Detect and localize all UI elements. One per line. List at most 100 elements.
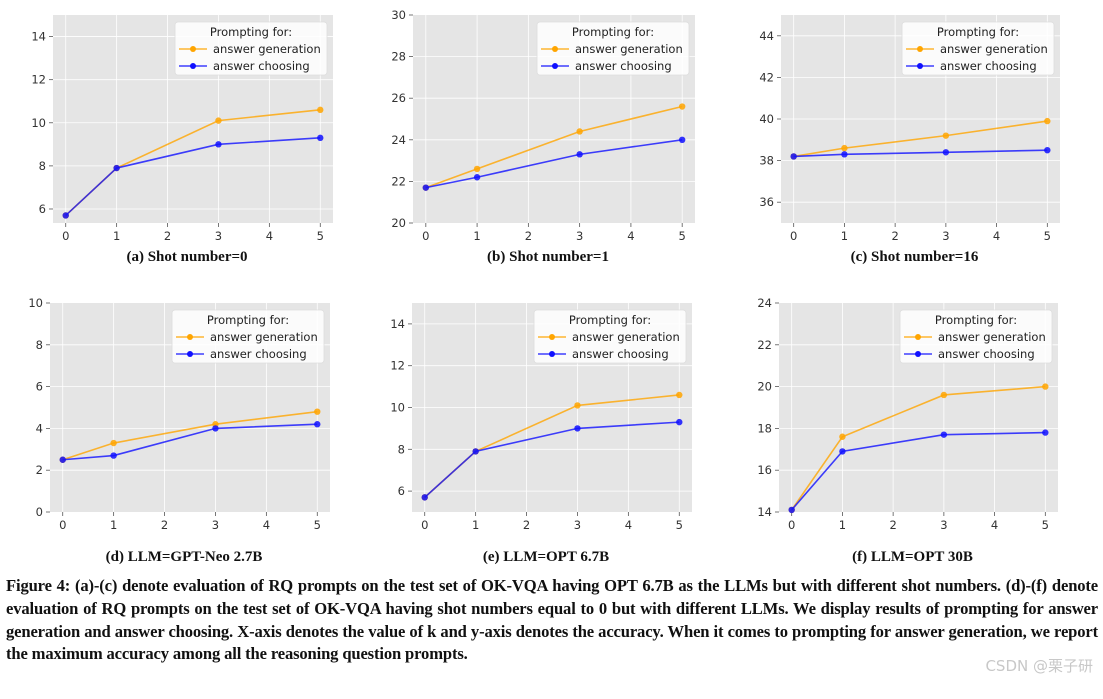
subcaption: (f) LLM=OPT 30B <box>852 549 973 565</box>
data-point <box>841 144 848 152</box>
subcaption: (e) LLM=OPT 6.7B <box>483 549 609 565</box>
ytick-label: 4 <box>36 421 43 435</box>
data-point <box>576 128 583 135</box>
data-point <box>62 212 69 219</box>
figure-caption: Figure 4: (a)-(c) denote evaluation of R… <box>6 575 1098 666</box>
ytick-label: 12 <box>31 73 46 87</box>
data-point <box>422 184 430 191</box>
data-point <box>1044 117 1051 125</box>
legend-marker <box>187 334 193 340</box>
ytick-label: 22 <box>391 174 406 188</box>
series-line-answer-generation <box>62 410 318 461</box>
legend-entry: answer generation <box>938 330 1046 344</box>
xtick-label: 0 <box>421 518 428 532</box>
xtick-label: 2 <box>525 229 532 243</box>
series-line-answer-choosing <box>791 431 1046 511</box>
xtick-label: 5 <box>1042 518 1049 532</box>
ytick-label: 20 <box>391 216 406 230</box>
data-point <box>472 448 479 455</box>
ytick-label: 44 <box>759 29 774 43</box>
caption-text: (a)-(c) denote evaluation of RQ prompts … <box>6 576 1099 664</box>
xtick-label: 1 <box>113 229 120 243</box>
xtick-label: 0 <box>59 518 66 532</box>
xtick-label: 3 <box>212 518 219 532</box>
data-point <box>841 151 848 158</box>
legend-box <box>171 309 325 364</box>
series-line-answer-generation <box>425 105 683 189</box>
legend-marker <box>549 334 555 340</box>
legend-box <box>899 309 1053 364</box>
data-point <box>940 391 948 399</box>
legend: Prompting for: answer generation answer ch… <box>171 309 325 364</box>
legend-marker <box>552 46 558 52</box>
xtick-label: 2 <box>889 518 896 532</box>
data-point <box>473 165 481 173</box>
xtick-label: 5 <box>676 518 683 532</box>
ytick-label: 38 <box>759 154 774 168</box>
ytick-label: 10 <box>390 401 405 415</box>
chart-panel-5: 14 16 18 20 22 24 0 1 2 3 4 5 Prompting for: answer g… <box>757 296 1058 565</box>
xtick-label: 4 <box>993 229 1000 243</box>
data-point <box>676 391 683 399</box>
subcaption: (d) LLM=GPT-Neo 2.7B <box>106 549 263 565</box>
data-point <box>790 153 797 160</box>
data-point <box>942 149 950 156</box>
ytick-label: 8 <box>398 442 405 456</box>
legend: Prompting for: answer generation answer ch… <box>899 309 1053 364</box>
legend: Prompting for: answer generation answer ch… <box>901 21 1055 76</box>
data-point <box>212 425 219 432</box>
xtick-label: 1 <box>473 229 480 243</box>
legend-entry: answer generation <box>210 330 318 344</box>
legend-marker <box>190 46 196 52</box>
xtick-label: 2 <box>523 518 530 532</box>
data-point <box>1042 429 1049 436</box>
legend-entry: answer choosing <box>940 59 1037 73</box>
legend-title: Prompting for: <box>569 313 651 327</box>
legend-marker <box>187 351 193 357</box>
legend-title: Prompting for: <box>572 25 654 39</box>
watermark: CSDN @栗子研 <box>985 657 1093 675</box>
data-point <box>473 174 481 181</box>
xtick-label: 3 <box>942 229 949 243</box>
xtick-label: 1 <box>110 518 117 532</box>
ytick-label: 40 <box>759 112 774 126</box>
legend-marker <box>917 46 923 52</box>
series-line-answer-generation <box>793 120 1048 158</box>
xtick-label: 0 <box>62 229 69 243</box>
legend-entry: answer choosing <box>210 347 307 361</box>
ytick-label: 8 <box>39 159 46 173</box>
ytick-label: 10 <box>31 116 46 130</box>
ytick-label: 36 <box>759 195 774 209</box>
ytick-label: 24 <box>757 296 772 310</box>
legend-entry: answer choosing <box>938 347 1035 361</box>
xtick-label: 5 <box>317 229 324 243</box>
xtick-label: 1 <box>472 518 479 532</box>
xtick-label: 2 <box>164 229 171 243</box>
legend-entry: answer choosing <box>213 59 310 73</box>
legend-title: Prompting for: <box>937 25 1019 39</box>
xtick-label: 2 <box>161 518 168 532</box>
data-point <box>314 421 321 428</box>
legend: Prompting for: answer generation answer ch… <box>533 309 687 364</box>
data-point <box>676 418 683 426</box>
xtick-label: 5 <box>679 229 686 243</box>
legend-entry: answer generation <box>572 330 680 344</box>
ytick-label: 8 <box>36 338 43 352</box>
legend-entry: answer choosing <box>572 347 669 361</box>
ytick-label: 22 <box>757 338 772 352</box>
xtick-label: 0 <box>422 229 429 243</box>
ytick-label: 14 <box>390 317 405 331</box>
data-point <box>940 431 948 438</box>
ytick-label: 14 <box>757 505 772 519</box>
data-point <box>1044 147 1051 154</box>
xtick-label: 3 <box>576 229 583 243</box>
data-point <box>314 408 321 415</box>
ytick-label: 0 <box>36 505 43 519</box>
legend-title: Prompting for: <box>210 25 292 39</box>
legend-entry: answer generation <box>575 42 683 56</box>
xtick-label: 4 <box>266 229 273 243</box>
subcaption: (c) Shot number=16 <box>851 249 979 265</box>
xtick-label: 5 <box>314 518 321 532</box>
